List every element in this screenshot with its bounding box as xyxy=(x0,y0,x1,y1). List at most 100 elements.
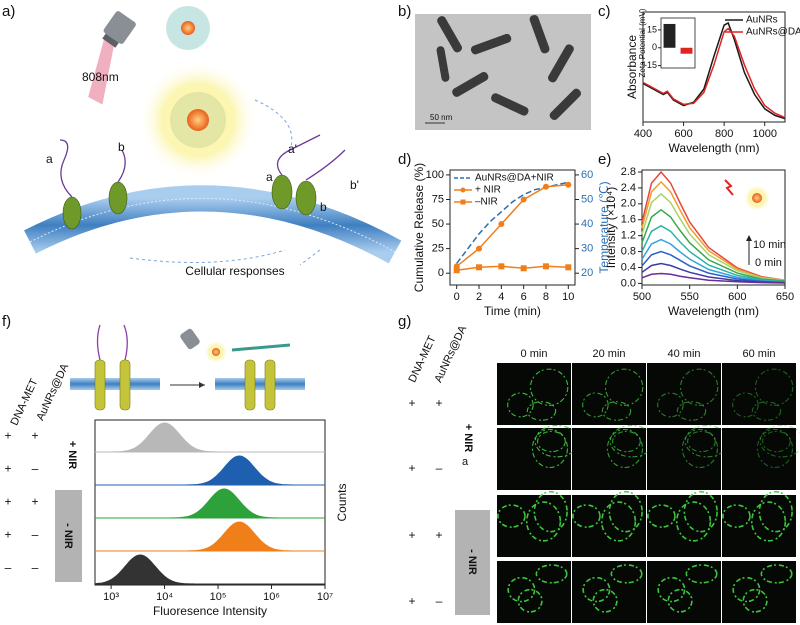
cell-outline xyxy=(657,392,684,418)
cell-outline xyxy=(535,564,568,584)
micrograph xyxy=(572,428,646,490)
cell-outline xyxy=(610,564,643,584)
gold-core xyxy=(187,109,209,131)
y-tick-label: 0.4 xyxy=(621,261,636,273)
micrograph xyxy=(497,428,571,490)
inset-tick-label: 15 xyxy=(647,24,657,34)
panel-b: b) 50 nm xyxy=(398,3,591,130)
scale-label: 50 nm xyxy=(430,113,453,122)
cell-outline xyxy=(687,430,716,453)
legend-label: –NIR xyxy=(475,197,498,208)
strand-label: b' xyxy=(350,178,359,192)
y-tick-label: 0.8 xyxy=(621,245,636,257)
legend-label: + NIR xyxy=(475,185,501,196)
cell-outline xyxy=(742,588,768,613)
cell-outline xyxy=(608,490,643,533)
inset-tick-label: -15 xyxy=(644,60,657,70)
x-axis-title: Fluoresence Intensity xyxy=(153,604,267,618)
series-line xyxy=(456,265,569,272)
micrograph xyxy=(572,363,646,425)
icon-core xyxy=(752,193,762,203)
icon-bolt xyxy=(724,179,734,196)
series-line xyxy=(642,21,786,120)
row-sign: – xyxy=(436,461,443,475)
cell-outline xyxy=(759,424,800,458)
nanorod-core xyxy=(181,21,195,35)
x-tick-label: 550 xyxy=(680,291,698,303)
row-sign: + xyxy=(4,462,11,476)
legend-marker xyxy=(460,199,466,205)
plot-frame xyxy=(449,169,576,286)
micrograph xyxy=(497,363,571,425)
row-sign: – xyxy=(436,594,443,608)
cell-outline xyxy=(647,504,676,528)
histogram xyxy=(95,455,325,486)
y-tick-label: 1.2 xyxy=(621,230,636,242)
panel-label: c) xyxy=(598,3,611,20)
proteins xyxy=(62,174,317,230)
column-header: AuNRs@DA xyxy=(432,323,469,384)
micrograph xyxy=(647,363,721,425)
series-line xyxy=(641,170,786,281)
x-tick-label: 0 xyxy=(454,291,460,303)
cell-outline xyxy=(679,368,719,406)
row-sign: + xyxy=(4,528,11,542)
strand-label: a xyxy=(266,170,273,184)
panel-label: d) xyxy=(398,151,411,168)
time-label: 0 min xyxy=(521,348,548,360)
cell-outline xyxy=(537,430,566,453)
marker xyxy=(542,183,549,190)
panel-label: a) xyxy=(2,3,15,20)
cell-outline xyxy=(762,430,791,453)
arrow xyxy=(129,249,286,263)
y-tick-label: 25 xyxy=(432,243,444,255)
x-axis-title: Wavelength (nm) xyxy=(669,141,760,155)
cell-outline xyxy=(601,401,632,421)
strands xyxy=(59,134,346,198)
plot-frame xyxy=(94,419,326,586)
y-tick-label: 75 xyxy=(432,193,444,205)
marker xyxy=(520,196,527,203)
cell-outline xyxy=(497,504,526,528)
series-line xyxy=(456,181,569,264)
group-box xyxy=(55,490,82,582)
cell-outline xyxy=(751,401,782,421)
legend-label: AuNRs xyxy=(746,15,778,26)
strand-label: a xyxy=(46,152,53,166)
inset-axis-title: Zeta Potential (mV) xyxy=(638,8,647,77)
row-sign: + xyxy=(4,429,11,443)
chart: 500 550 600 650 0.0 0.4 0.8 1.2 1.6 2.0 2.4 2.8 Wave… xyxy=(604,166,794,318)
x-tick-label: 600 xyxy=(674,128,692,140)
membrane xyxy=(215,378,305,390)
cell-outline xyxy=(517,588,543,613)
marker xyxy=(476,264,483,271)
row-sign: – xyxy=(32,462,39,476)
time-label: 60 min xyxy=(742,348,775,360)
micrograph xyxy=(647,428,721,490)
series-line xyxy=(641,192,786,282)
y-tick-label: 2.8 xyxy=(621,166,636,178)
row-sign: + xyxy=(408,528,415,542)
inset-bar xyxy=(663,23,676,48)
cell-outline xyxy=(526,401,557,421)
y-tick-label: 50 xyxy=(432,218,444,230)
panel-label: f) xyxy=(2,313,11,330)
y-tick-label: 1.6 xyxy=(621,214,636,226)
cell-outline xyxy=(529,368,569,406)
receptors xyxy=(94,359,276,411)
row-sign: + xyxy=(408,594,415,608)
strand-label: a' xyxy=(288,142,297,156)
y-tick-label: 0 xyxy=(438,267,444,279)
cell-outline xyxy=(604,368,644,406)
chart: 10³ 10⁴ 10⁵ 10⁶ 10⁷ Fluoresence Intensity Coun… xyxy=(94,419,349,618)
marker xyxy=(565,181,572,188)
micrograph xyxy=(722,363,796,425)
legend-label: AuNRs@DA xyxy=(746,27,800,38)
cell-outline xyxy=(675,501,712,542)
y-tick-label: 2.4 xyxy=(621,182,636,194)
cell-outline xyxy=(732,576,761,603)
cell-outline xyxy=(722,504,751,528)
group-label: - NIR xyxy=(466,549,478,575)
